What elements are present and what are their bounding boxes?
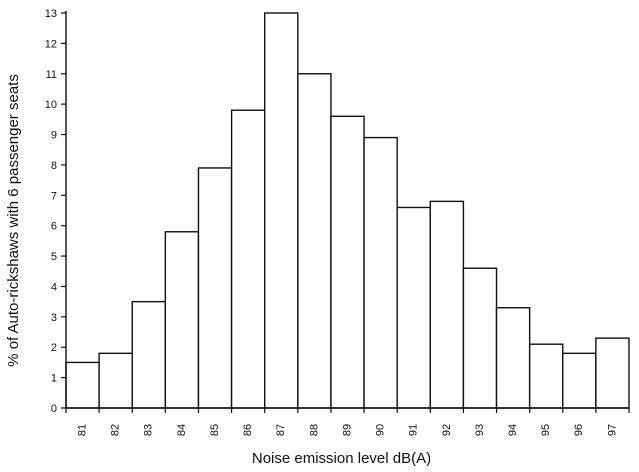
x-tick-label: 89 <box>341 424 353 436</box>
x-tick-label: 96 <box>573 424 585 436</box>
y-tick-label: 4 <box>51 281 57 293</box>
x-tick-label: 86 <box>242 424 254 436</box>
bar-82 <box>98 352 133 409</box>
bar-96 <box>562 352 597 409</box>
x-tick-label: 81 <box>76 424 88 436</box>
y-tick-label: 0 <box>51 403 57 415</box>
bar-86 <box>230 109 266 409</box>
bars-group <box>65 12 630 409</box>
bar-95 <box>528 343 564 409</box>
bar-84 <box>164 231 200 409</box>
y-tick-label: 5 <box>51 251 57 263</box>
y-axis-title: % of Auto-rickshaws with 6 passenger sea… <box>5 74 22 367</box>
x-tick-label: 91 <box>408 424 420 436</box>
x-tick-label: 83 <box>143 424 155 436</box>
x-tick-label: 90 <box>375 424 387 436</box>
y-tick-label: 3 <box>51 312 57 324</box>
x-tick-label: 85 <box>209 424 221 436</box>
x-tick-label: 88 <box>308 424 320 436</box>
y-tick-label: 2 <box>51 342 57 354</box>
bar-97 <box>595 337 630 409</box>
bar-88 <box>297 73 332 409</box>
x-tick-label: 97 <box>606 424 618 436</box>
bar-94 <box>495 307 531 409</box>
y-tick-label: 9 <box>51 130 57 142</box>
bar-93 <box>462 267 498 409</box>
x-axis-title: Noise emission level dB(A) <box>252 450 431 467</box>
bar-83 <box>131 300 167 409</box>
y-tick-label: 7 <box>51 190 57 202</box>
y-tick-label: 11 <box>46 69 57 81</box>
bar-91 <box>396 206 431 409</box>
y-tick-label: 1 <box>51 373 57 385</box>
x-tick-label: 93 <box>474 424 486 436</box>
y-tick-label: 13 <box>45 8 57 20</box>
x-tick-label: 87 <box>275 424 287 436</box>
x-tick-label: 82 <box>110 424 122 436</box>
bar-81 <box>65 361 100 409</box>
x-tick-label: 84 <box>176 424 188 436</box>
y-tick-label: 12 <box>45 38 57 50</box>
bar-92 <box>429 200 465 409</box>
x-tick-label: 92 <box>441 424 453 436</box>
y-tick-label: 10 <box>45 99 57 111</box>
y-tick-label: 6 <box>51 221 57 233</box>
x-axis-ticks: 81 82 83 84 85 86 87 88 89 90 91 92 93 94 95 96 97 <box>65 408 630 436</box>
bar-90 <box>363 136 398 409</box>
bar-85 <box>197 167 233 409</box>
x-tick-label: 94 <box>507 424 519 436</box>
y-tick-label: 8 <box>51 160 57 172</box>
bar-87 <box>264 12 299 409</box>
x-tick-label: 95 <box>540 424 552 436</box>
bar-89 <box>330 115 365 409</box>
